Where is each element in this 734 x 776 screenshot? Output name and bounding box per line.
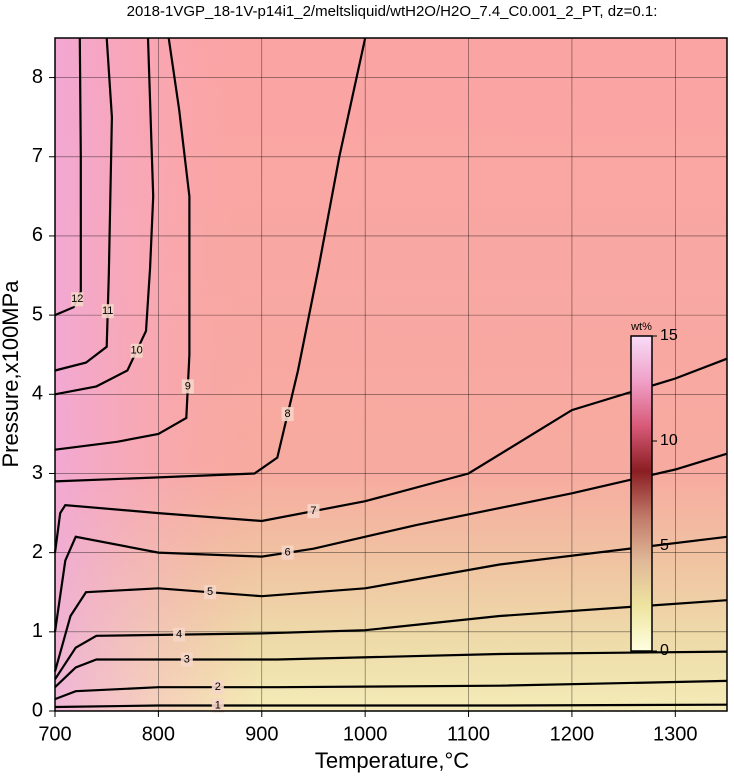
contour-label: 3 <box>184 653 190 665</box>
contour-label-bg <box>173 627 186 642</box>
colorbar-tick-label: 5 <box>660 537 669 554</box>
y-tick-label: 5 <box>32 303 43 325</box>
contour-line <box>54 703 728 709</box>
contour-label-bg <box>181 379 194 394</box>
y-tick-label: 3 <box>32 462 43 484</box>
colorbar <box>630 335 653 652</box>
contour-label: 4 <box>176 629 182 641</box>
x-tick-label: 1200 <box>550 723 595 745</box>
x-axis-label: Temperature,°C <box>315 748 469 773</box>
contour-label-bg <box>281 407 294 422</box>
contour-label: 5 <box>207 586 213 598</box>
y-tick-label: 6 <box>32 224 43 246</box>
contour-label-bg <box>307 504 320 519</box>
contour-label-bg <box>180 652 193 667</box>
x-tick-label: 1000 <box>343 723 388 745</box>
y-tick-label: 0 <box>32 699 43 721</box>
contour-line <box>54 599 728 680</box>
contour-label: 10 <box>131 345 143 357</box>
y-axis-label: Pressure,x100MPa <box>0 280 23 468</box>
contour-label-bg <box>130 343 143 358</box>
plot-frame <box>54 37 728 712</box>
contour-label-bg <box>211 698 224 713</box>
contour-label: 7 <box>310 505 316 517</box>
x-tick-label: 900 <box>245 723 278 745</box>
contour-label: 1 <box>215 699 221 711</box>
x-tick-label: 800 <box>142 723 175 745</box>
y-tick-label: 8 <box>32 66 43 88</box>
contour-label: 6 <box>285 547 291 559</box>
contour-label-bg <box>211 680 224 695</box>
colorbar-tick-label: 10 <box>660 432 678 449</box>
contour-label: 12 <box>71 293 83 305</box>
y-tick-label: 2 <box>32 541 43 563</box>
chart-title: 2018-1VGP_18-1V-p14i1_2/meltsliquid/wtH2… <box>127 3 658 20</box>
x-tick-label: 1100 <box>447 723 490 745</box>
contour-label-bg <box>71 292 84 307</box>
y-tick-label: 4 <box>32 383 43 405</box>
contour-label: 2 <box>215 681 221 693</box>
colorbar-tick-label: 0 <box>660 642 669 659</box>
contour-line <box>54 37 155 396</box>
contour-label: 11 <box>102 305 113 317</box>
contour-line <box>54 37 82 317</box>
colorbar-tick-label: 15 <box>660 327 678 344</box>
x-tick-label: 1300 <box>653 723 698 745</box>
plot-background-tint <box>55 38 727 711</box>
y-tick-label: 7 <box>32 145 43 167</box>
colorbar-label: wt% <box>630 321 652 333</box>
contour-label-bg <box>204 585 217 600</box>
y-tick-label: 1 <box>32 620 43 642</box>
contour-label-bg <box>101 304 114 319</box>
x-tick-label: 700 <box>38 723 71 745</box>
contour-label: 9 <box>185 380 191 392</box>
contour-label-bg <box>281 545 294 560</box>
contour-label: 8 <box>285 408 291 420</box>
